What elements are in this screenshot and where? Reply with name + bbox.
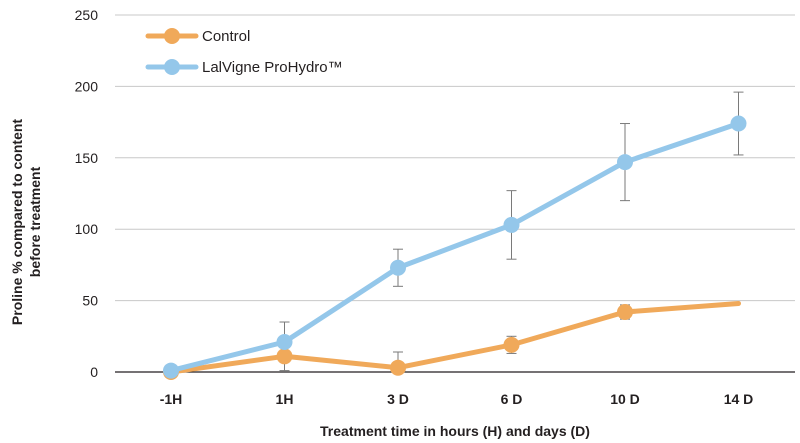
x-axis-title: Treatment time in hours (H) and days (D) [320,423,590,439]
y-axis-ticks: 0 50 100 150 200 250 [75,7,99,380]
series-line-control [168,300,741,375]
legend-marker-lalvigne [164,59,180,75]
x-tick-label-2: 3 D [387,391,409,407]
point-control-1 [276,348,293,365]
y-tick-label-200: 200 [75,78,99,94]
legend: Control LalVigne ProHydro™ [145,28,343,76]
legend-label-lalvigne: LalVigne ProHydro™ [202,59,343,76]
point-lalvigne-5 [730,115,747,132]
y-tick-label-250: 250 [75,7,99,23]
x-tick-label-3: 6 D [501,391,523,407]
point-lalvigne-3 [503,216,520,233]
y-axis-title-line-2: before treatment [27,166,43,277]
y-tick-label-0: 0 [90,364,98,380]
y-axis-title-line-1: Proline % compared to content [9,119,25,325]
gridlines [115,14,795,373]
x-tick-label-4: 10 D [610,391,640,407]
legend-marker-control [164,28,180,44]
x-tick-label-5: 14 D [724,391,754,407]
series-line-lalvigne [168,121,741,374]
series-points [163,115,747,380]
point-lalvigne-2 [390,259,406,276]
y-tick-label-100: 100 [75,221,99,237]
point-control-4 [617,304,633,321]
point-lalvigne-4 [617,154,633,171]
legend-label-control: Control [202,28,250,45]
x-tick-label-1: 1H [276,391,294,407]
y-tick-label-150: 150 [75,150,99,166]
point-control-2 [390,359,406,376]
point-lalvigne-0 [163,362,179,379]
point-lalvigne-1 [276,334,293,351]
x-axis-ticks: -1H 1H 3 D 6 D 10 D 14 D [160,391,754,407]
y-tick-label-50: 50 [82,293,98,309]
point-control-3 [503,336,520,353]
series-lines [168,121,741,375]
x-tick-label-0: -1H [160,391,183,407]
